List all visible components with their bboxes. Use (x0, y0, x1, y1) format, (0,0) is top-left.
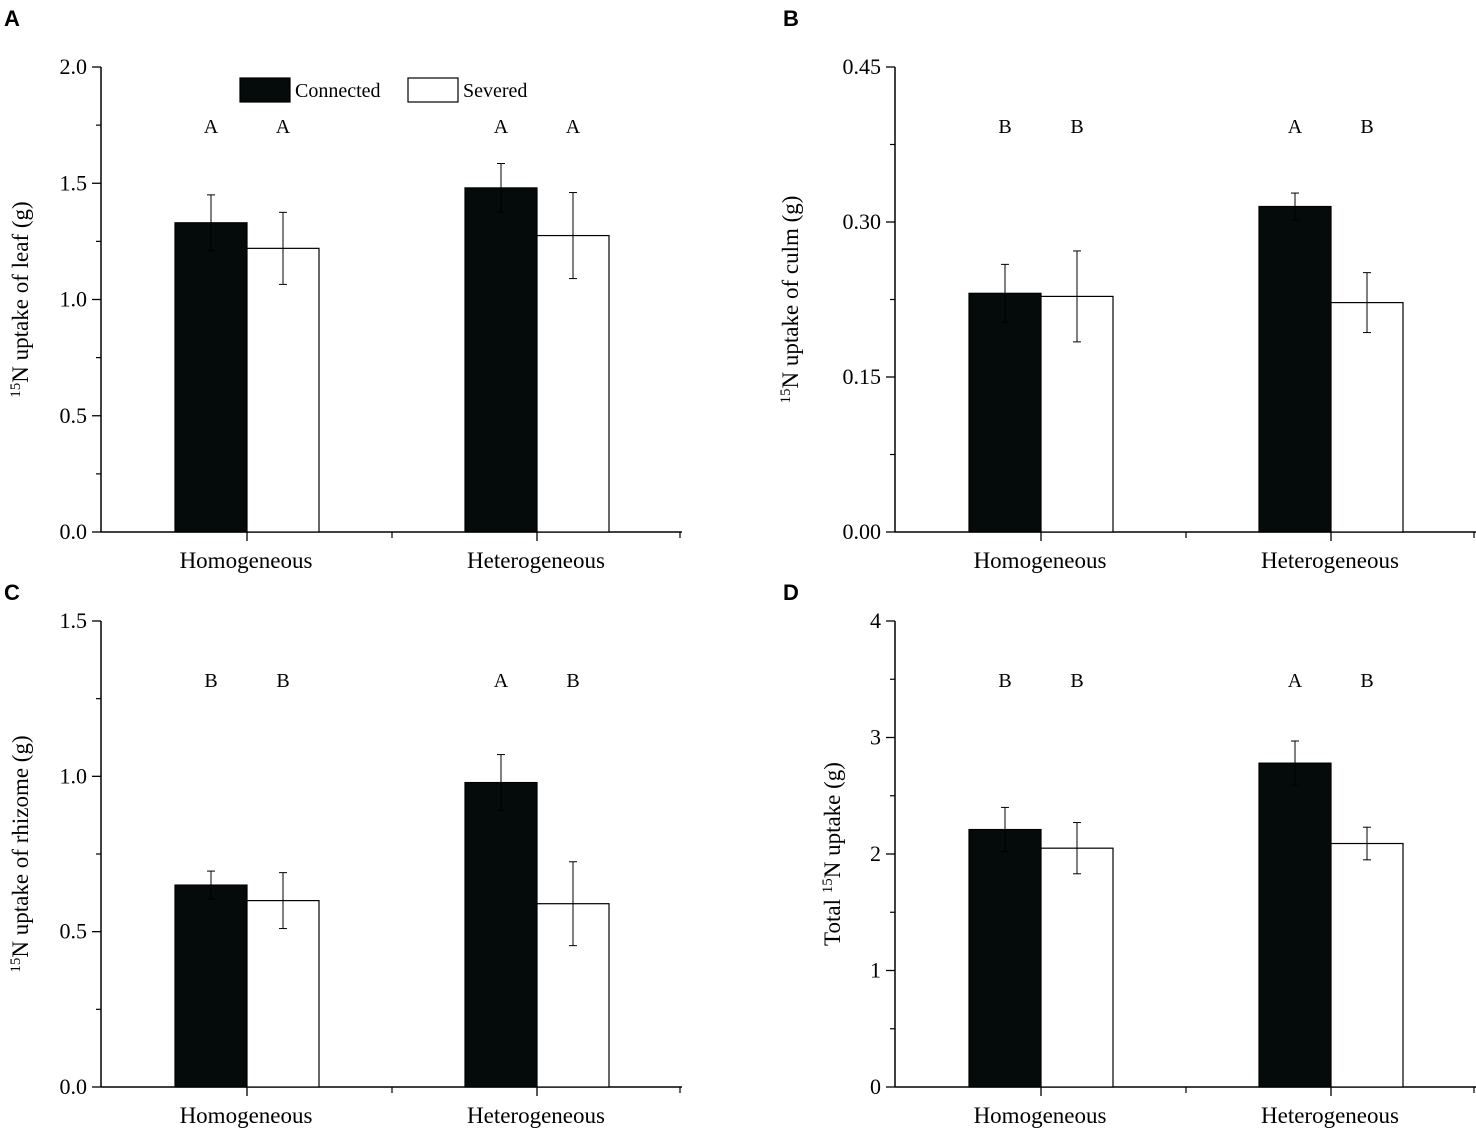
y-tick-label: 1.5 (60, 608, 88, 633)
y-tick-label: 0 (870, 1074, 881, 1099)
y-tick-label: 0.5 (60, 919, 88, 944)
y-tick-label: 0.00 (843, 519, 882, 544)
x-tick-label: Heterogeneous (1261, 1103, 1399, 1128)
significance-letter: A (276, 116, 291, 138)
y-axis-label-text: N uptake of leaf (g) (8, 201, 33, 382)
bar-connected-homogeneous (174, 884, 248, 1088)
y-tick-label: 0.0 (60, 1074, 88, 1099)
x-tick-label: Heterogeneous (1261, 548, 1399, 573)
bar-connected-heterogeneous (464, 781, 538, 1088)
significance-letter: A (494, 670, 509, 692)
y-tick-label: 1 (870, 958, 881, 983)
x-tick-label: Homogeneous (974, 1103, 1107, 1128)
significance-letter: A (1288, 116, 1303, 138)
bar-severed-heterogeneous (1330, 842, 1404, 1088)
y-tick-label: 4 (870, 608, 881, 633)
y-tick-label: 1.0 (60, 287, 88, 312)
y-axis-label-superscript: 15 (820, 878, 836, 893)
significance-letter: B (998, 116, 1011, 138)
significance-letter: B (1070, 116, 1083, 138)
bar-connected-heterogeneous (1258, 205, 1332, 533)
bar-connected-heterogeneous (464, 187, 538, 533)
y-tick-label: 1.5 (60, 170, 88, 195)
panel-b: B 0.00 0.15 0.30 0.45 15N uptake of culm (g) H… (778, 6, 1476, 573)
panel-letter: C (4, 580, 20, 605)
bar-severed-homogeneous (1040, 847, 1114, 1088)
x-tick-label: Homogeneous (180, 1103, 313, 1128)
y-axis-label-prefix: Total (820, 893, 845, 946)
significance-letter: B (1070, 670, 1083, 692)
significance-letter: A (566, 116, 581, 138)
bar-severed-heterogeneous (536, 234, 610, 533)
x-tick-label: Homogeneous (974, 548, 1107, 573)
legend-swatch-connected (239, 77, 291, 103)
bar-severed-homogeneous (246, 247, 320, 533)
x-tick-label: Heterogeneous (467, 548, 605, 573)
panel-a: A 0.0 0.5 1.0 1.5 2.0 15N uptake of leaf (g) Ho… (4, 6, 682, 573)
legend-label-severed: Severed (463, 80, 527, 102)
y-axis-label: 15N uptake of leaf (g) (8, 201, 33, 397)
y-axis-label-text: N uptake of culm (g) (778, 196, 803, 389)
significance-letter: B (566, 670, 579, 692)
bar-connected-homogeneous (174, 222, 248, 533)
y-tick-label: 0.0 (60, 519, 88, 544)
bar-severed-heterogeneous (1330, 302, 1404, 533)
significance-letter: B (204, 670, 217, 692)
y-axis-label-superscript: 15 (8, 383, 24, 398)
legend: Connected Severed (239, 77, 527, 103)
panel-letter: B (783, 6, 799, 31)
bar-connected-homogeneous (968, 828, 1042, 1088)
y-tick-label: 0.45 (843, 54, 882, 79)
bar-connected-heterogeneous (1258, 762, 1332, 1088)
bar-severed-homogeneous (246, 899, 320, 1088)
significance-letter: B (998, 670, 1011, 692)
legend-label-connected: Connected (295, 80, 381, 102)
bar-connected-homogeneous (968, 292, 1042, 533)
y-axis-label-superscript: 15 (8, 958, 24, 973)
panel-d: D 0 1 2 3 4 Total 15N uptake (g) Homogeneous Het… (783, 580, 1476, 1128)
significance-letter: A (204, 116, 219, 138)
y-tick-label: 2.0 (60, 54, 88, 79)
y-tick-label: 2 (870, 841, 881, 866)
y-tick-label: 1.0 (60, 763, 88, 788)
y-tick-label: 3 (870, 725, 881, 750)
panel-letter: D (783, 580, 799, 605)
significance-letter: B (1360, 116, 1373, 138)
y-tick-label: 0.30 (843, 209, 882, 234)
y-axis-label: Total 15N uptake (g) (820, 762, 845, 946)
y-tick-label: 0.15 (843, 364, 882, 389)
significance-letter: B (1360, 670, 1373, 692)
panel-letter: A (4, 6, 20, 31)
y-axis-label: 15N uptake of culm (g) (778, 196, 803, 404)
significance-letter: A (494, 116, 509, 138)
panel-c: C 0.0 0.5 1.0 1.5 15N uptake of rhizome (g) Ho… (4, 580, 682, 1128)
y-axis-label-text: N uptake of rhizome (g) (8, 735, 33, 957)
y-axis-label: 15N uptake of rhizome (g) (8, 735, 33, 972)
y-axis-label-text: N uptake (g) (820, 762, 845, 878)
x-tick-label: Heterogeneous (467, 1103, 605, 1128)
significance-letter: A (1288, 670, 1303, 692)
y-axis-label-superscript: 15 (778, 388, 794, 403)
y-tick-label: 0.5 (60, 403, 88, 428)
significance-letter: B (276, 670, 289, 692)
x-tick-label: Homogeneous (180, 548, 313, 573)
legend-swatch-severed (407, 77, 459, 103)
